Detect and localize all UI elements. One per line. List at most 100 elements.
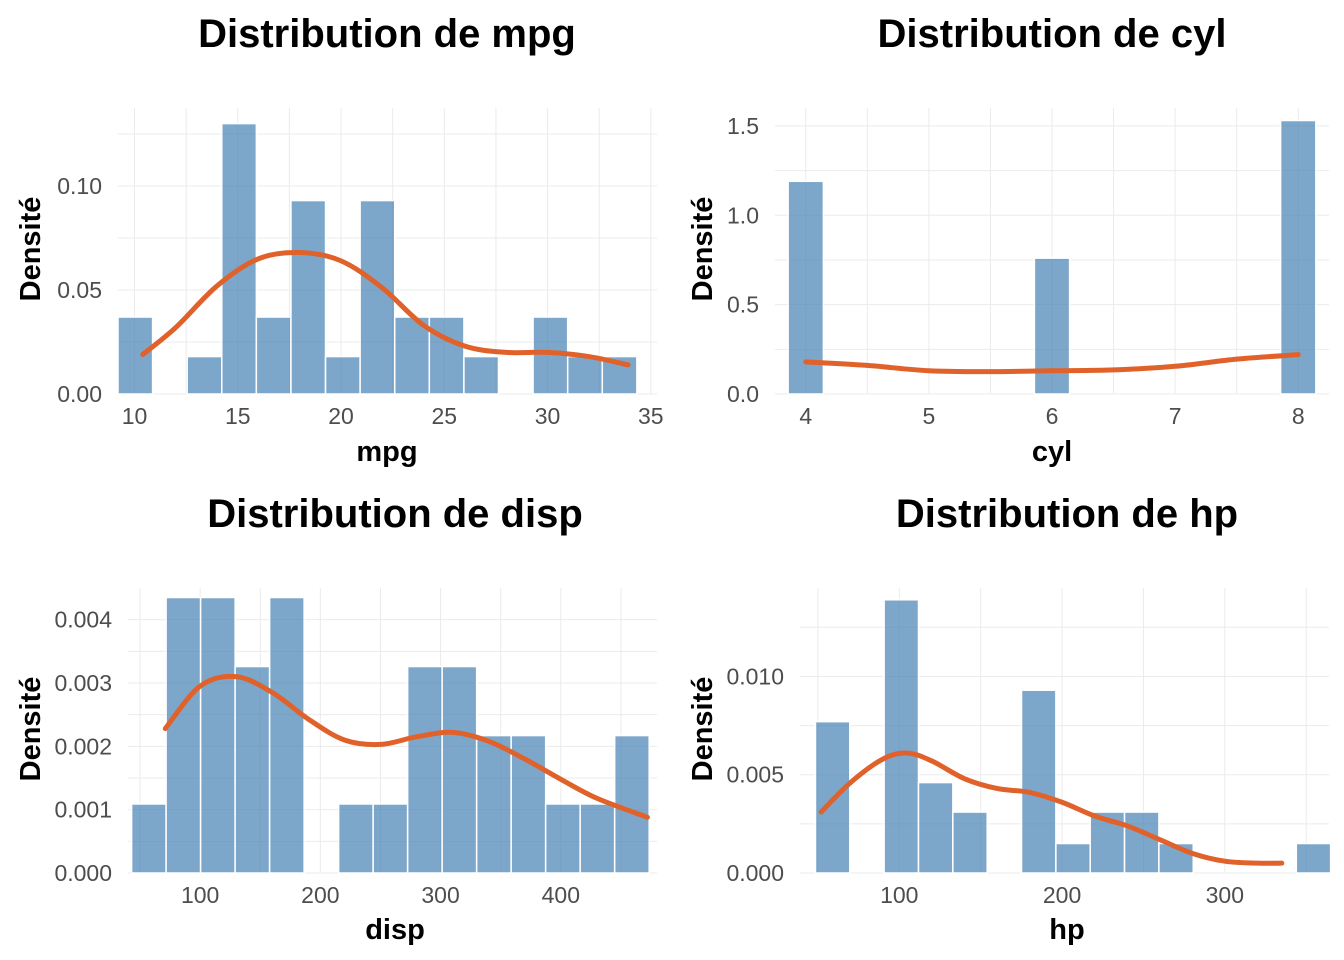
x-tick-label: 8 — [1292, 403, 1305, 429]
x-tick-label: 100 — [181, 882, 219, 908]
histogram-bar — [1279, 119, 1317, 395]
x-tick-label: 4 — [799, 403, 812, 429]
y-ticks: 0.00 0.05 0.10 — [57, 173, 102, 407]
y-ticks: 0.000 0.001 0.002 0.003 0.004 — [54, 607, 112, 886]
chart-title: Distribution de mpg — [198, 12, 576, 56]
y-axis-title: Densité — [15, 197, 47, 302]
y-tick-label: 0.010 — [726, 663, 784, 689]
histogram-bar — [1033, 257, 1071, 395]
x-tick-label: 100 — [880, 882, 918, 908]
histogram-bar — [544, 803, 581, 874]
y-tick-label: 0.000 — [726, 860, 784, 886]
x-tick-label: 15 — [225, 403, 251, 429]
y-tick-label: 0.00 — [57, 381, 102, 407]
grid-lines — [800, 588, 1329, 874]
histogram-bar — [165, 596, 202, 874]
histogram-bar — [186, 355, 223, 395]
panel-hp: Distribution de hp hp Densité 100 200 300 … — [687, 492, 1332, 946]
y-tick-label: 0.005 — [726, 762, 784, 788]
density-curve — [803, 352, 1301, 375]
bars — [117, 122, 638, 395]
y-tick-label: 1.5 — [727, 113, 759, 139]
histogram-bar — [234, 665, 271, 874]
y-tick-label: 0.5 — [727, 292, 759, 318]
histogram-bar — [787, 180, 825, 395]
y-tick-label: 0.000 — [54, 860, 112, 886]
histogram-bar — [359, 199, 396, 395]
x-tick-label: 5 — [922, 403, 935, 429]
x-ticks: 10 15 20 25 30 35 — [122, 403, 664, 429]
y-tick-label: 0.002 — [54, 733, 112, 759]
density-curve-layer — [140, 250, 631, 368]
density-curve-layer — [162, 673, 650, 820]
histogram-bar — [917, 781, 954, 874]
histogram-bar — [579, 803, 616, 874]
chart-title: Distribution de cyl — [878, 12, 1227, 56]
density-curve-layer — [818, 750, 1285, 866]
histogram-bar — [290, 199, 327, 395]
x-tick-label: 200 — [1043, 882, 1081, 908]
density-curve — [162, 673, 650, 820]
histogram-bar — [337, 803, 374, 874]
x-tick-label: 400 — [542, 882, 580, 908]
y-tick-label: 0.003 — [54, 670, 112, 696]
histogram-bar — [117, 316, 154, 395]
histogram-bar — [324, 355, 361, 395]
histogram-bar — [613, 734, 650, 874]
x-ticks: 4 5 6 7 8 — [799, 403, 1304, 429]
x-tick-label: 300 — [421, 882, 459, 908]
histogram-bar — [1020, 689, 1057, 874]
y-ticks: 0.0 0.5 1.0 1.5 — [727, 113, 759, 407]
histogram-bar — [883, 599, 920, 874]
histogram-bar — [372, 803, 409, 874]
y-tick-label: 0.004 — [54, 607, 112, 633]
histogram-bar — [463, 355, 500, 395]
x-tick-label: 35 — [638, 403, 664, 429]
y-ticks: 0.000 0.005 0.010 — [726, 663, 784, 886]
histogram-bar — [130, 803, 167, 874]
histogram-bar — [221, 122, 258, 395]
x-tick-label: 30 — [535, 403, 561, 429]
x-axis-title: hp — [1049, 914, 1084, 946]
bars — [130, 596, 650, 874]
y-tick-label: 0.001 — [54, 797, 112, 823]
panel-cyl: Distribution de cyl cyl Densité 4 5 6 7 8 0.… — [687, 12, 1329, 468]
x-tick-label: 20 — [328, 403, 354, 429]
histogram-bar — [475, 734, 512, 874]
histogram-bar — [566, 355, 604, 395]
y-tick-label: 0.0 — [727, 381, 759, 407]
chart-title: Distribution de disp — [207, 492, 583, 536]
y-tick-label: 1.0 — [727, 202, 759, 228]
histogram-bar — [406, 665, 443, 874]
histogram-bar — [268, 596, 305, 874]
y-axis-title: Densité — [15, 677, 47, 782]
x-axis-title: cyl — [1032, 436, 1072, 468]
x-tick-label: 7 — [1169, 403, 1182, 429]
x-tick-label: 200 — [301, 882, 339, 908]
x-tick-label: 300 — [1206, 882, 1244, 908]
histogram-bar — [199, 596, 236, 874]
x-tick-label: 10 — [122, 403, 148, 429]
bars — [814, 599, 1332, 874]
panel-disp: Distribution de disp disp Densité 100 200… — [15, 492, 657, 946]
x-axis-title: mpg — [356, 436, 417, 468]
histogram-bar — [1295, 842, 1332, 874]
histogram-bar — [952, 811, 988, 874]
histogram-bar — [441, 665, 478, 874]
x-tick-label: 6 — [1046, 403, 1059, 429]
x-axis-title: disp — [365, 914, 425, 946]
histogram-bar — [393, 316, 431, 395]
density-curve — [818, 750, 1285, 866]
density-curve-layer — [803, 352, 1301, 375]
x-ticks: 100 200 300 400 — [181, 882, 580, 908]
y-tick-label: 0.05 — [57, 277, 102, 303]
y-tick-label: 0.10 — [57, 173, 102, 199]
histogram-bar — [428, 316, 465, 395]
x-tick-label: 25 — [431, 403, 457, 429]
histogram-bar — [1123, 811, 1160, 874]
histogram-bar — [255, 316, 292, 395]
y-axis-title: Densité — [687, 677, 719, 782]
x-ticks: 100 200 300 — [880, 882, 1244, 908]
